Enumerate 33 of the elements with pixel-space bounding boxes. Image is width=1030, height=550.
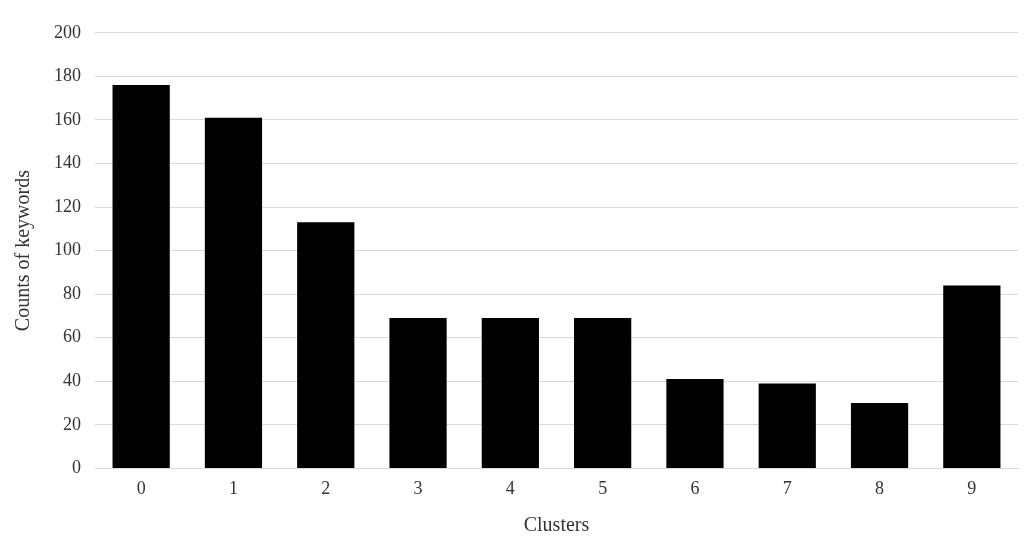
y-tick-label: 20 (63, 413, 81, 434)
bar (389, 318, 447, 468)
y-tick-label: 140 (54, 152, 81, 173)
x-tick-label: 9 (967, 477, 977, 498)
y-tick-label: 40 (63, 370, 81, 391)
x-tick-label: 2 (321, 477, 331, 498)
bar (943, 285, 1001, 468)
bar (204, 117, 263, 468)
x-axis-title: Clusters (523, 513, 590, 536)
bar (574, 318, 632, 468)
y-tick-label: 80 (63, 282, 81, 303)
x-tick-label: 6 (690, 477, 700, 498)
x-tick-label: 7 (782, 477, 792, 498)
y-tick-label: 200 (54, 21, 81, 42)
y-tick-label: 60 (63, 326, 81, 347)
x-tick-label: 0 (136, 477, 146, 498)
bar (112, 85, 170, 468)
bar (666, 379, 724, 468)
x-tick-label: 8 (875, 477, 885, 498)
y-tick-label: 0 (72, 457, 81, 478)
y-axis-title: Counts of keywords (11, 169, 35, 332)
bar (297, 222, 355, 468)
y-tick-label: 180 (54, 65, 81, 86)
bar (758, 383, 816, 468)
x-tick-label: 5 (598, 477, 608, 498)
x-tick-label: 3 (413, 477, 423, 498)
bar (850, 403, 909, 468)
y-tick-label: 160 (54, 108, 81, 129)
x-tick-label: 4 (505, 477, 515, 498)
y-tick-label: 100 (54, 239, 81, 260)
x-tick-label: 1 (228, 477, 238, 498)
bar (481, 318, 539, 468)
y-tick-label: 120 (54, 195, 81, 216)
